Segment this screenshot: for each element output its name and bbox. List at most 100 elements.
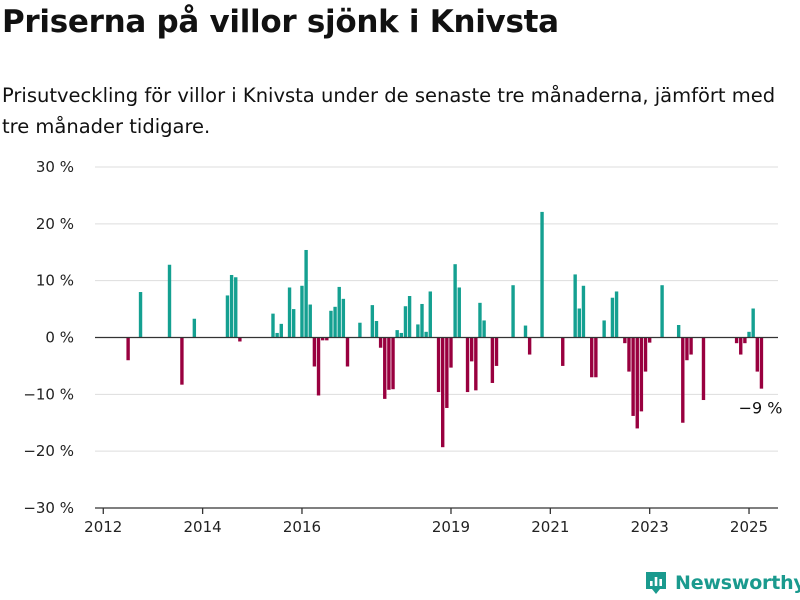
brand-name: Newsworthy (675, 572, 800, 594)
annotations: −9 % (739, 399, 783, 418)
bar (635, 337, 639, 429)
x-tick-label: 2019 (432, 518, 470, 536)
bar (540, 211, 544, 338)
bar (329, 310, 333, 338)
bar (358, 322, 362, 338)
chart-subtitle: Prisutveckling för villor i Knivsta unde… (2, 84, 776, 138)
x-axis: 2012 2014 2016 2019 2021 2023 2025 (84, 507, 778, 536)
bar (428, 291, 432, 338)
bar (469, 337, 474, 362)
bar (291, 309, 296, 338)
bar (685, 337, 689, 361)
bar (445, 337, 449, 408)
bar (370, 305, 375, 338)
bar (407, 296, 412, 338)
bars (126, 211, 764, 448)
y-tick-label: −20 % (23, 442, 74, 460)
bar (453, 264, 457, 338)
bar (192, 318, 197, 338)
bar (751, 308, 755, 338)
bar (180, 337, 184, 385)
bar (138, 292, 143, 338)
bar (341, 298, 346, 338)
bar (395, 330, 399, 338)
bar (308, 304, 312, 338)
bar (581, 285, 586, 338)
newsworthy-logo: Newsworthy (644, 568, 800, 598)
bar (734, 337, 739, 344)
newsworthy-logo-icon (646, 572, 666, 594)
bar (743, 337, 747, 344)
bar (594, 337, 598, 378)
x-tick-label: 2012 (84, 518, 122, 536)
bar (337, 286, 341, 338)
bar (234, 277, 238, 338)
bar (643, 337, 648, 372)
bar-chart: 30 % 20 % 10 % 0 % −10 % −20 % −30 % 2012 2014 2… (23, 158, 783, 536)
y-tick-label: −10 % (23, 385, 74, 403)
y-tick-label: 0 % (45, 329, 74, 347)
bar (420, 303, 424, 338)
bar (610, 297, 615, 338)
bar (312, 337, 317, 367)
annotation-label: −9 % (739, 399, 783, 418)
bar (287, 287, 292, 338)
bar (602, 320, 606, 338)
x-tick-label: 2025 (730, 518, 768, 536)
bar (627, 337, 631, 372)
bar (436, 337, 441, 393)
x-tick-label: 2014 (184, 518, 222, 536)
bar (275, 332, 279, 338)
y-tick-label: 30 % (36, 158, 74, 176)
bar (494, 337, 499, 366)
bar (590, 337, 594, 378)
bar (689, 337, 693, 355)
bar (403, 306, 408, 338)
bar (527, 337, 532, 355)
bar (238, 337, 242, 342)
bar (300, 285, 304, 338)
bar (490, 337, 495, 383)
bar (167, 264, 172, 338)
bar (739, 337, 743, 355)
bar (755, 337, 759, 372)
bar (399, 332, 404, 338)
bar (391, 337, 395, 390)
bar (561, 337, 565, 366)
bar (647, 337, 652, 343)
bar (320, 337, 325, 341)
bar (523, 325, 528, 338)
x-tick-label: 2016 (283, 518, 321, 536)
bar (304, 249, 308, 338)
bar (441, 337, 445, 448)
bar (701, 337, 706, 401)
bar (614, 291, 619, 338)
bar (457, 287, 461, 338)
bar (271, 313, 275, 338)
bar (660, 285, 664, 338)
bar (511, 285, 515, 338)
bar (631, 337, 635, 416)
y-tick-label: −30 % (23, 499, 74, 517)
y-tick-label: 10 % (36, 272, 74, 290)
chart-title: Priserna på villor sjönk i Knivsta (2, 4, 559, 40)
bar (482, 320, 486, 338)
bar (126, 337, 130, 361)
bar (345, 337, 350, 367)
bar (676, 325, 681, 338)
x-tick-label: 2021 (531, 518, 569, 536)
bar (316, 337, 321, 396)
bar (387, 337, 391, 390)
bar (229, 274, 234, 338)
y-tick-label: 20 % (36, 215, 74, 233)
bar (681, 337, 685, 423)
bar (374, 321, 379, 338)
bar (623, 337, 627, 344)
bar (225, 295, 230, 338)
gridlines: 30 % 20 % 10 % 0 % −10 % −20 % −30 % (23, 158, 778, 517)
bar (573, 274, 577, 338)
bar (378, 337, 383, 348)
bar (639, 337, 644, 412)
bar (577, 308, 581, 338)
bar (747, 331, 751, 338)
